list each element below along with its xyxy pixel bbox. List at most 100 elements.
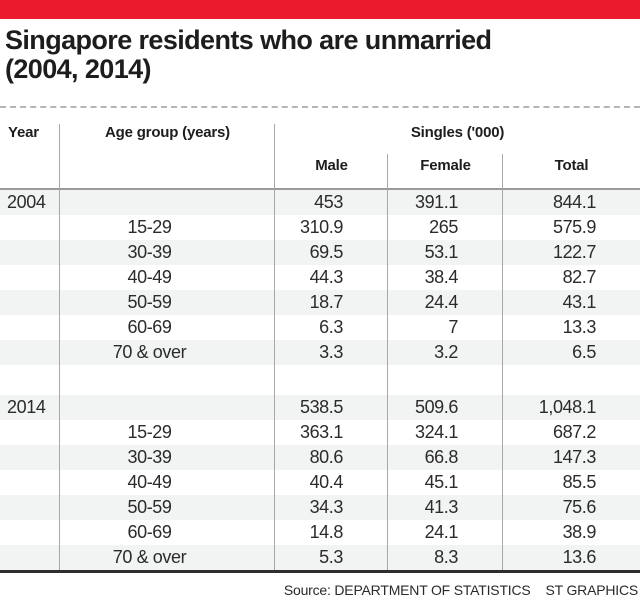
age-cell: 50-59: [60, 495, 275, 520]
table-row: 50-59 18.7 24.4 43.1: [0, 290, 640, 315]
source-text: Source: DEPARTMENT OF STATISTICS: [283, 582, 531, 598]
graphics-credit: ST GRAPHICS: [545, 582, 639, 598]
total-cell: 844.1: [552, 192, 596, 212]
table-row: 15-29 310.9 265 575.9: [0, 215, 640, 240]
year-cell: [0, 265, 60, 290]
total-cell: 1,048.1: [538, 397, 597, 417]
year-cell: [0, 215, 60, 240]
column-divider: [274, 124, 275, 188]
table-row: 30-39 69.5 53.1 122.7: [0, 240, 640, 265]
year-column-header: Year: [8, 124, 39, 141]
female-cell: 509.6: [388, 395, 503, 420]
year-cell: [0, 545, 60, 570]
male-column-header: Male: [315, 157, 348, 174]
female-cell: 53.1: [388, 240, 503, 265]
male-cell: 34.3: [275, 495, 388, 520]
age-cell: 40-49: [60, 265, 275, 290]
female-cell: 41.3: [388, 495, 503, 520]
chart-title: Singapore residents who are unmarried (2…: [5, 26, 635, 84]
total-cell: 38.9: [562, 522, 597, 542]
table-row-2004-summary: 2004 453 391.1 844.1: [0, 190, 640, 215]
male-cell: 310.9: [275, 215, 388, 240]
male-cell: 18.7: [275, 290, 388, 315]
female-cell: 7: [388, 315, 503, 340]
male-cell: [275, 365, 388, 395]
age-cell: 70 & over: [60, 340, 275, 365]
table-row: 40-49 40.4 45.1 85.5: [0, 470, 640, 495]
year-cell: 2014: [0, 395, 60, 420]
red-accent-bar: [0, 0, 640, 19]
table-bottom-rule: [0, 570, 640, 573]
chart-title-line1: Singapore residents who are unmarried: [5, 25, 492, 55]
total-cell: 147.3: [552, 447, 596, 467]
total-cell: 75.6: [562, 497, 597, 517]
female-cell: 265: [388, 215, 503, 240]
total-cell: 43.1: [562, 292, 597, 312]
year-cell: 2004: [0, 190, 60, 215]
column-divider: [502, 154, 503, 188]
total-cell: 6.5: [572, 342, 596, 362]
age-cell: 70 & over: [60, 545, 275, 570]
column-divider: [59, 124, 60, 188]
age-cell: 15-29: [60, 215, 275, 240]
total-column-header: Total: [554, 157, 589, 174]
female-column-header: Female: [420, 157, 471, 174]
year-cell: [0, 520, 60, 545]
age-cell: [60, 190, 275, 215]
male-cell: 14.8: [275, 520, 388, 545]
table-body: 2004 453 391.1 844.1 15-29 310.9 265 575…: [0, 190, 640, 573]
table-header: Year Age group (years) Singles ('000) Ma…: [0, 110, 640, 190]
female-cell: 8.3: [388, 545, 503, 570]
age-cell: 60-69: [60, 315, 275, 340]
female-cell: 38.4: [388, 265, 503, 290]
total-cell: 122.7: [552, 242, 596, 262]
table-row: 70 & over 3.3 3.2 6.5: [0, 340, 640, 365]
female-cell: [388, 365, 503, 395]
male-cell: 44.3: [275, 265, 388, 290]
year-cell: [0, 495, 60, 520]
male-cell: 6.3: [275, 315, 388, 340]
table-row: 50-59 34.3 41.3 75.6: [0, 495, 640, 520]
table-row: 60-69 14.8 24.1 38.9: [0, 520, 640, 545]
year-cell: [0, 240, 60, 265]
year-cell: [0, 315, 60, 340]
total-cell: 85.5: [562, 472, 597, 492]
year-cell: [0, 365, 60, 395]
female-cell: 3.2: [388, 340, 503, 365]
age-cell: 15-29: [60, 420, 275, 445]
male-cell: 5.3: [275, 545, 388, 570]
table-row: 40-49 44.3 38.4 82.7: [0, 265, 640, 290]
age-cell: 40-49: [60, 470, 275, 495]
year-cell: [0, 445, 60, 470]
total-cell: 13.6: [562, 547, 597, 567]
table-row: 60-69 6.3 7 13.3: [0, 315, 640, 340]
female-cell: 24.4: [388, 290, 503, 315]
age-cell: 50-59: [60, 290, 275, 315]
female-cell: 24.1: [388, 520, 503, 545]
table-row: 70 & over 5.3 8.3 13.6: [0, 545, 640, 570]
male-cell: 80.6: [275, 445, 388, 470]
age-group-column-header: Age group (years): [105, 124, 230, 141]
male-cell: 3.3: [275, 340, 388, 365]
female-cell: 45.1: [388, 470, 503, 495]
total-cell: 687.2: [552, 422, 596, 442]
chart-title-line2: (2004, 2014): [5, 54, 152, 84]
table-row-2014-summary: 2014 538.5 509.6 1,048.1: [0, 395, 640, 420]
section-spacer: [0, 365, 640, 395]
table-row: 15-29 363.1 324.1 687.2: [0, 420, 640, 445]
total-cell: 13.3: [562, 317, 597, 337]
age-cell: 60-69: [60, 520, 275, 545]
column-divider: [387, 154, 388, 188]
male-cell: 363.1: [275, 420, 388, 445]
age-cell: [60, 365, 275, 395]
singles-group-header: Singles ('000): [410, 124, 505, 141]
dashed-divider: [0, 106, 640, 108]
age-cell: 30-39: [60, 240, 275, 265]
female-cell: 66.8: [388, 445, 503, 470]
female-cell: 324.1: [388, 420, 503, 445]
age-cell: 30-39: [60, 445, 275, 470]
total-cell: [503, 365, 640, 395]
year-cell: [0, 340, 60, 365]
male-cell: 69.5: [275, 240, 388, 265]
